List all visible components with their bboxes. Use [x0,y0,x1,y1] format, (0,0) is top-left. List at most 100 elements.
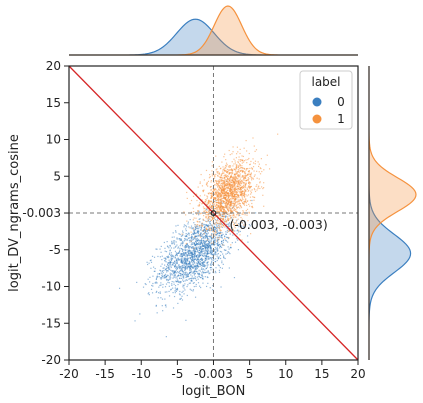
scatter-point [246,204,248,207]
scatter-point [196,193,198,195]
scatter-point [225,206,228,208]
scatter-point [248,203,250,205]
scatter-point [207,250,209,252]
scatter-point [178,270,181,272]
scatter-point [214,258,217,260]
scatter-point [196,230,198,232]
scatter-point [243,171,245,173]
scatter-point [226,170,228,172]
scatter-point [188,263,190,265]
scatter-point [226,205,228,207]
scatter-point [177,274,180,276]
scatter-point [225,193,227,196]
scatter-point [231,188,234,190]
scatter-point [214,222,216,224]
y-tick-label: 5 [53,169,61,183]
scatter-point [179,247,181,249]
scatter-point [192,239,194,241]
scatter-point [205,240,207,242]
scatter-point [205,220,207,222]
scatter-point [237,249,240,251]
scatter-point [244,198,246,200]
scatter-point [212,253,214,256]
scatter-point [211,256,213,259]
scatter-point [181,256,183,258]
scatter-point [196,262,199,264]
scatter-point [161,275,163,277]
scatter-point [208,236,211,238]
scatter-point [187,273,189,276]
scatter-point [203,253,205,255]
scatter-point [257,187,259,190]
scatter-point [230,205,232,207]
scatter-point [195,255,197,257]
scatter-point [209,257,211,259]
scatter-point [169,252,171,254]
scatter-point [248,170,250,172]
scatter-point [229,253,231,255]
scatter-point [238,196,240,198]
scatter-point [249,193,252,195]
scatter-point [214,194,216,196]
scatter-point [214,246,216,249]
scatter-point [203,189,205,191]
scatter-point [239,170,242,172]
scatter-point [233,168,235,170]
scatter-point [174,292,176,294]
scatter-point [229,177,232,179]
scatter-point [218,207,220,209]
scatter-point [202,265,205,267]
scatter-point [172,242,174,244]
scatter-point [222,166,224,168]
scatter-point [235,193,237,195]
scatter-point [198,227,200,229]
scatter-point [238,188,240,191]
scatter-point [195,238,197,240]
scatter-point [197,258,199,260]
scatter-point [220,187,222,189]
scatter-point [241,218,243,220]
scatter-point [189,245,191,248]
scatter-point [177,302,179,305]
scatter-point [224,194,226,197]
scatter-point [235,198,237,201]
scatter-point [179,244,181,247]
scatter-point [184,252,186,254]
scatter-point [227,230,229,233]
scatter-point [161,305,163,307]
scatter-point [227,206,229,208]
scatter-point [204,226,206,228]
scatter-point [225,233,227,236]
scatter-point [231,173,233,175]
scatter-point [220,204,223,207]
scatter-point [173,236,175,238]
scatter-point [226,202,228,204]
scatter-point [217,245,219,247]
scatter-point [219,209,221,211]
scatter-point [241,190,244,192]
scatter-point [160,265,162,267]
scatter-point [225,207,227,209]
scatter-point [160,282,162,284]
scatter-point [209,218,211,220]
scatter-point [239,178,242,180]
scatter-point [211,202,214,204]
scatter-point [200,227,203,229]
scatter-point [246,179,248,181]
scatter-point [208,192,210,194]
scatter-point [208,202,210,205]
scatter-point [223,194,225,197]
scatter-point [184,269,186,271]
scatter-point [161,263,163,265]
scatter-point [187,274,189,277]
scatter-point [156,248,158,250]
scatter-point [184,262,186,264]
scatter-point [218,198,220,200]
scatter-point [164,273,167,275]
scatter-point [171,243,173,245]
scatter-point [255,212,257,214]
scatter-point [186,259,188,261]
scatter-point [229,208,231,210]
scatter-point [228,198,230,200]
scatter-point [164,257,166,259]
